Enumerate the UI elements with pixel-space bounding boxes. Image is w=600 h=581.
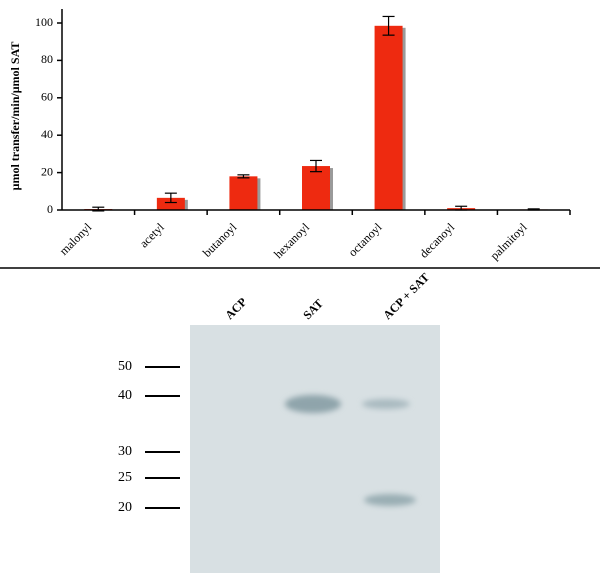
x-tick-label: acetyl [137, 220, 168, 251]
marker-label: 20 [118, 500, 132, 515]
gel-band [364, 494, 416, 506]
x-tick-label: hexanoyl [271, 220, 312, 261]
marker-label: 25 [118, 470, 132, 485]
y-tick-label: 0 [47, 202, 53, 216]
bar [374, 25, 403, 211]
y-tick-label: 20 [41, 164, 53, 178]
x-tick-label: octanoyl [346, 220, 386, 260]
gel [190, 325, 440, 573]
marker-label: 50 [118, 359, 132, 374]
lane-label: ACP + SAT [380, 270, 432, 322]
bar [229, 176, 258, 210]
x-tick-label: butanoyl [200, 220, 240, 260]
y-tick-label: 40 [41, 127, 53, 141]
x-tick-label: malonyl [57, 220, 95, 258]
x-tick-label: palmitoyl [487, 220, 530, 263]
y-tick-label: 80 [41, 52, 53, 66]
bar [302, 166, 330, 210]
x-tick-label: decanoyl [417, 220, 458, 261]
marker-label: 30 [118, 444, 132, 459]
y-tick-label: 100 [35, 15, 53, 29]
gel-band [285, 395, 341, 413]
bar [156, 197, 185, 210]
lane-label: SAT [300, 296, 326, 322]
y-axis-label: μmol transfer/min/μmol SAT [8, 42, 22, 191]
y-tick-label: 60 [41, 90, 53, 104]
marker-label: 40 [118, 388, 132, 403]
lane-label: ACP [222, 295, 249, 322]
gel-band [362, 399, 410, 409]
